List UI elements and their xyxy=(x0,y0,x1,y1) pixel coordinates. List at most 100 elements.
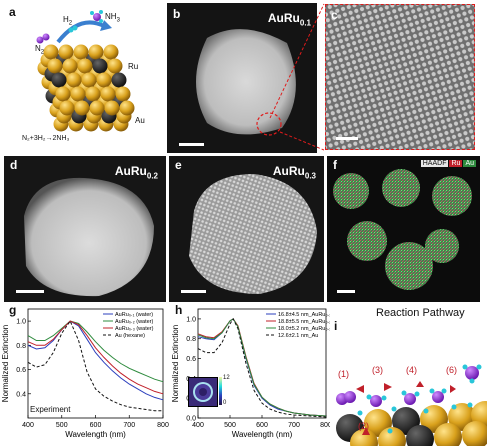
panel-d-title: AuRu0.2 xyxy=(114,164,158,181)
panel-e-haadf-image: e AuRu0.3 xyxy=(169,156,324,302)
legend-label: AuRu₀.₁ (water) xyxy=(115,312,153,318)
inset-tick-bottom: 0 xyxy=(223,400,227,406)
step-2-label: (2) xyxy=(358,421,369,431)
cluster-atom xyxy=(81,72,97,88)
panel-i-reaction-pathway: i Reaction Pathway xyxy=(330,303,487,446)
y-tick-label: 1.0 xyxy=(16,319,26,326)
cluster-atom xyxy=(51,72,67,88)
legend-haadf: HAADF xyxy=(420,160,449,167)
y-tick-label: 0.6 xyxy=(186,356,196,363)
legend-label: 12.6±2.1 nm_Au xyxy=(278,333,318,339)
panel-h: h 4005006007008000.00.20.40.60.81.0Wavel… xyxy=(170,303,330,446)
catalyst-surface xyxy=(336,401,487,446)
scale-bar xyxy=(337,290,355,293)
panel-b-label: b xyxy=(173,7,181,21)
legend-label: AuRu₀.₃ (water) xyxy=(115,326,154,332)
cluster-atom xyxy=(100,86,116,102)
panel-e-title: AuRu0.3 xyxy=(272,164,316,181)
step-6-label: (6) xyxy=(446,365,457,375)
cluster-atom xyxy=(85,86,101,102)
cluster-atom xyxy=(43,44,59,60)
cluster-atom xyxy=(115,86,131,102)
step-3-label: (3) xyxy=(372,365,383,375)
cluster-atom xyxy=(89,100,105,116)
n2-label: N2 xyxy=(35,44,45,56)
cluster-atom xyxy=(73,44,89,60)
cluster-atom xyxy=(103,44,119,60)
cluster-atom xyxy=(107,58,123,74)
cluster-atom xyxy=(47,58,63,74)
panel-a: a xyxy=(0,0,163,150)
series-line xyxy=(197,318,327,417)
x-axis-label: Wavelength (nm) xyxy=(232,430,293,439)
extinction-chart-g: 400 500 600 700 800 0.4 0.6 0.8 1.0 Wavelength (n… xyxy=(1,308,169,439)
cluster-atom xyxy=(59,100,75,116)
cluster-atom xyxy=(62,58,78,74)
panel-b-haadf-image: b AuRu0.1 xyxy=(167,3,317,153)
panel-a-label: a xyxy=(9,5,16,19)
scale-bar xyxy=(181,290,206,293)
series-line xyxy=(27,320,164,401)
experiment-annotation: Experiment xyxy=(30,405,71,414)
x-tick-label: 400 xyxy=(192,422,204,429)
legend-label: AuRu₀.₂ (water) xyxy=(115,319,154,325)
cluster-atom xyxy=(96,72,112,88)
y-axis-label: Normalized Extinction xyxy=(171,325,180,402)
panel-c-label: c xyxy=(331,8,338,22)
y-tick-label: 0.0 xyxy=(186,416,196,423)
reaction-arrow xyxy=(56,20,105,44)
x-tick-label: 800 xyxy=(320,422,330,429)
legend-label: Au (hexane) xyxy=(115,333,145,339)
y-axis-label: Normalized Extinction xyxy=(1,325,10,402)
scale-bar xyxy=(336,137,358,140)
y-tick-label: 0.8 xyxy=(16,343,26,350)
legend-au: Au xyxy=(463,160,476,167)
nanoparticle-illustration xyxy=(36,10,135,132)
x-tick-label: 500 xyxy=(56,422,68,429)
step-arrows xyxy=(356,381,456,435)
panel-i-label: i xyxy=(334,319,338,333)
legend-ru: Ru xyxy=(449,160,463,167)
panel-g: g 400 500 600 700 800 0.4 0.6 0.8 1.0 Wavelength … xyxy=(0,303,170,446)
legend-label: 18.8±5.5 nm_AuRu₀.₂ xyxy=(278,319,330,325)
x-tick-label: 500 xyxy=(224,422,236,429)
cluster-atom xyxy=(58,44,74,60)
series-line xyxy=(27,320,164,383)
panel-h-label: h xyxy=(175,303,183,317)
cluster-atom xyxy=(74,100,90,116)
panel-f-eds-map: f HAADF Ru Au xyxy=(327,156,480,302)
au-label: Au xyxy=(135,116,145,125)
saxs-inset xyxy=(188,377,218,407)
adsorbates xyxy=(336,364,482,434)
x-tick-label: 700 xyxy=(288,422,300,429)
x-tick-label: 800 xyxy=(157,422,169,429)
ru-label: Ru xyxy=(128,62,139,71)
x-tick-label: 600 xyxy=(90,422,102,429)
panel-d-haadf-image: d AuRu0.2 xyxy=(4,156,166,302)
inset-colorbar xyxy=(219,377,222,405)
x-tick-label: 600 xyxy=(256,422,268,429)
series-line xyxy=(197,317,327,418)
panel-d-label: d xyxy=(10,158,18,172)
cluster-atom xyxy=(55,86,71,102)
legend-label: 18.0±5.2 nm_AuRu₀.₁ xyxy=(278,326,330,332)
cluster-atom xyxy=(70,86,86,102)
cluster-atom xyxy=(104,100,120,116)
legend-label: 16.8±4.5 nm_AuRu₀.₃ xyxy=(278,312,330,318)
cluster-atom xyxy=(88,44,104,60)
extinction-chart-h: 4005006007008000.00.20.40.60.81.0Wavelen… xyxy=(171,308,330,439)
nh3-label: NH3 xyxy=(105,12,120,24)
h2-label: H2 xyxy=(63,15,73,27)
y-tick-label: 0.4 xyxy=(16,391,26,398)
cluster-atom xyxy=(111,72,127,88)
reaction-equation: N₂+3H₂→2NH₃ xyxy=(22,135,70,142)
y-tick-label: 1.0 xyxy=(186,316,196,323)
y-tick-label: 0.8 xyxy=(186,336,196,343)
panel-f-label: f xyxy=(333,158,337,172)
cluster-atom xyxy=(77,58,93,74)
series-line xyxy=(27,320,163,412)
x-axis-label: Wavelength (nm) xyxy=(65,430,126,439)
x-tick-label: 700 xyxy=(123,422,135,429)
y-tick-label: 0.6 xyxy=(16,367,26,374)
inset-tick-top: 12 xyxy=(223,375,230,381)
